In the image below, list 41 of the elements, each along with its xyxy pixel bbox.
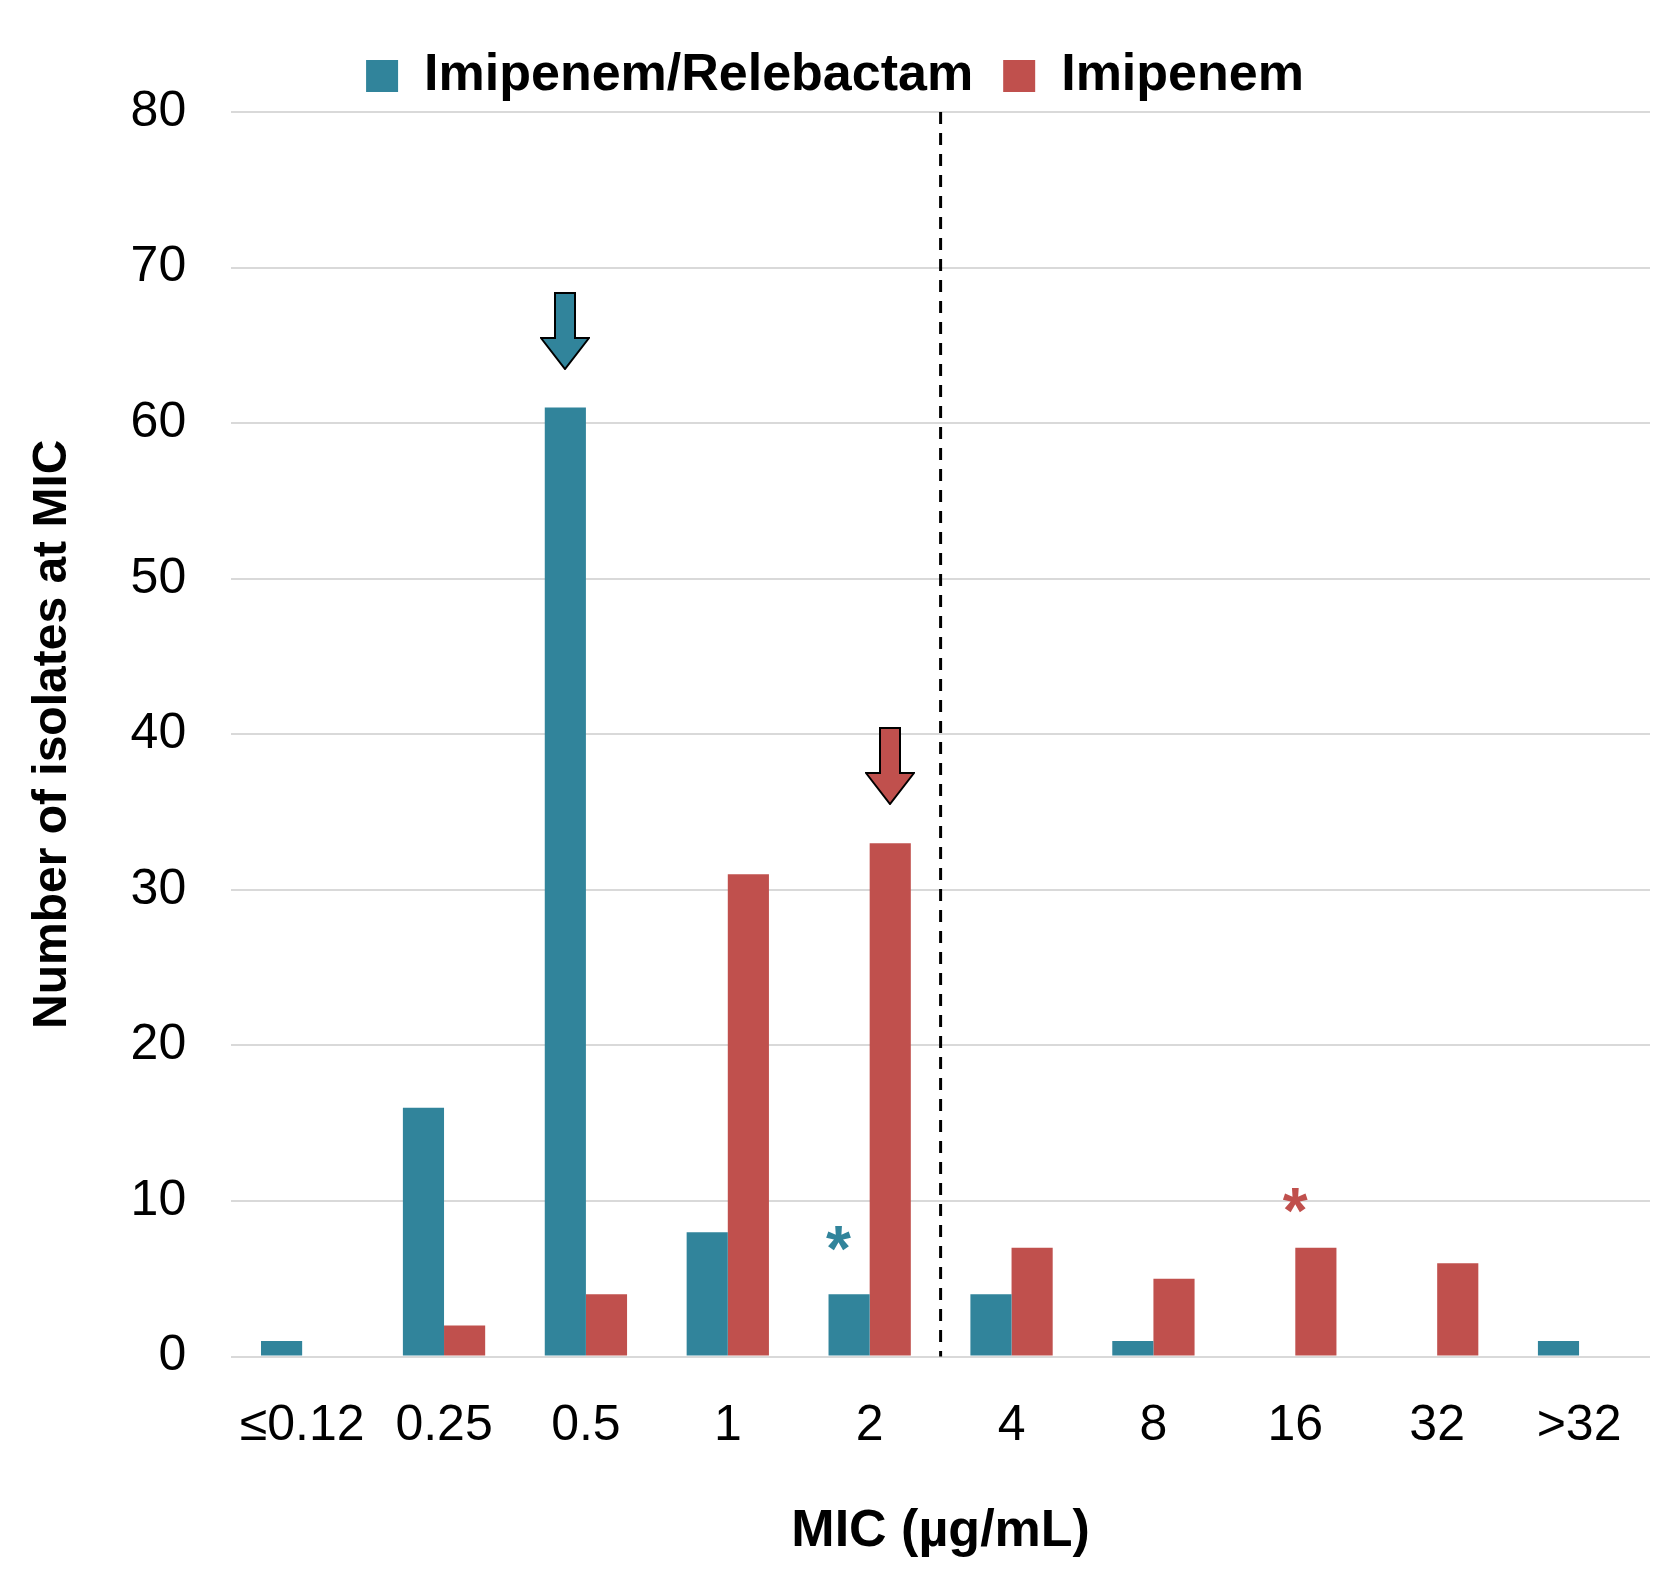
legend-label: Imipenem/Relebactam [424,43,974,102]
x-tick-label: 8 [1139,1395,1168,1452]
x-tick-label: 2 [855,1395,884,1452]
x-tick-label: 4 [997,1395,1026,1452]
y-tick-label: 20 [130,1014,187,1071]
x-tick-label: 0.25 [395,1395,493,1452]
y-tick-label: 70 [130,236,187,293]
bar [1537,1341,1580,1356]
bar [585,1294,628,1356]
bar [1153,1278,1195,1356]
x-tick-label: 16 [1267,1395,1324,1452]
y-tick-label: 80 [130,80,187,137]
y-tick-label: 60 [130,391,187,448]
x-tick-label: ≤0.12 [239,1395,365,1452]
y-tick-label: 10 [130,1169,187,1226]
bar [1295,1247,1337,1356]
bar [686,1232,728,1356]
x-tick-label: 32 [1409,1395,1465,1452]
y-axis-title: Number of isolates at MIC [23,439,77,1030]
legend-label: Imipenem [1061,43,1304,102]
bar [1437,1263,1479,1356]
bar [1112,1341,1154,1356]
x-tick-label: 1 [713,1395,742,1452]
x-tick-label: 0.5 [551,1395,621,1452]
bar [261,1341,303,1356]
bar [1011,1247,1053,1356]
annotation: * [1282,1174,1308,1247]
y-tick-label: 0 [158,1325,187,1382]
y-tick-label: 30 [130,858,187,915]
bar [869,843,911,1356]
annotation: * [826,1213,851,1286]
bar [828,1294,870,1356]
y-tick-label: 40 [130,703,187,760]
x-axis-title: MIC (µg/mL) [791,1499,1090,1558]
bar [727,874,769,1356]
bar [402,1107,445,1356]
bar [444,1325,486,1356]
bar [970,1294,1012,1356]
bar [544,407,586,1356]
x-tick-label: >32 [1536,1395,1622,1452]
y-tick-label: 50 [130,547,187,604]
